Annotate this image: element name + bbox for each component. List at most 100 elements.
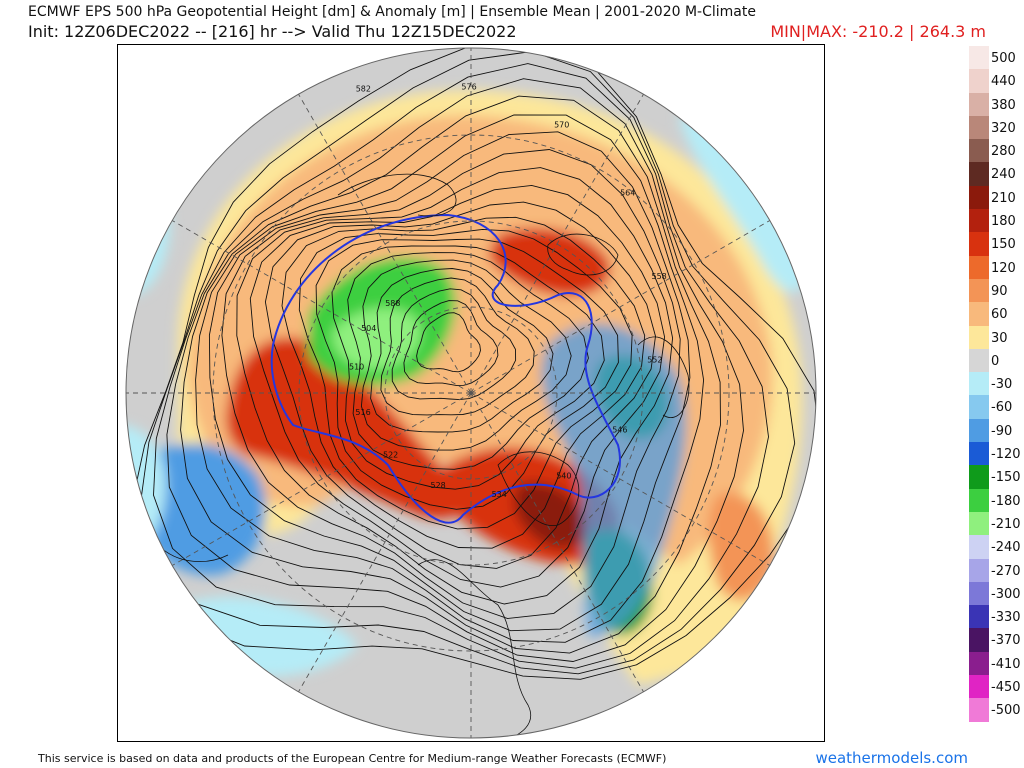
map-canvas: 582 576 570 564 558 552 546 540 534 528 522 516 510 5…: [125, 47, 817, 739]
height-contour: [298, 228, 633, 530]
colorbar-swatch: [969, 581, 989, 606]
contour-label: 528: [431, 481, 446, 490]
colorbar-label: 240: [991, 167, 1016, 183]
height-contour: [249, 184, 666, 588]
colorbar-label: 280: [991, 144, 1016, 160]
colorbar-label: 0: [991, 353, 1000, 369]
meridian-line: [159, 392, 472, 574]
anomaly-colorbar: 500 440 380 320 280 240 210 180 150 120 90 60 30 0 -30…: [969, 46, 1024, 722]
colorbar-swatch: [969, 92, 989, 116]
meridian-line: [470, 392, 652, 705]
contour-label: 552: [647, 355, 662, 364]
colorbar-label: 500: [991, 51, 1016, 66]
contour-labels: 582 576 570 564 558 552 546 540 534 528 522 516 510 5…: [349, 82, 667, 499]
contour-label: 576: [461, 82, 476, 91]
colorbar-label: -60: [991, 400, 1013, 416]
colorbar-swatch: [969, 162, 989, 186]
colorbar-swatch: [969, 209, 989, 233]
colorbar-label: 180: [991, 214, 1016, 230]
anomaly-greenland-core: [514, 482, 588, 549]
colorbar-swatch: [969, 628, 989, 652]
contour-label: 534: [492, 490, 507, 499]
colorbar-label: -90: [991, 423, 1013, 439]
meridian-line: [290, 81, 472, 394]
colorbar-entry: 0: [969, 348, 1024, 373]
colorbar-swatch: [969, 442, 989, 466]
colorbar-swatch: [969, 348, 989, 373]
anomaly-alaska-high: [226, 337, 465, 519]
contour-label: 546: [612, 425, 627, 434]
colorbar-label: 120: [991, 260, 1016, 276]
colorbar-swatch: [969, 605, 989, 629]
contour-label: 516: [355, 408, 370, 417]
colorbar-swatch: [969, 535, 989, 559]
colorbar-label: 60: [991, 307, 1008, 323]
colorbar-entry: -450: [969, 675, 1024, 699]
height-contour: [180, 95, 721, 654]
colorbar-swatch: [969, 46, 989, 70]
height-contour: [360, 259, 572, 451]
colorbar-label: -30: [991, 377, 1013, 393]
colorbar-entry: -120: [969, 442, 1024, 466]
colorbar-entry: 440: [969, 69, 1024, 93]
colorbar-label: -120: [991, 447, 1021, 463]
colorbar-swatch: [969, 488, 989, 512]
height-contour: [264, 201, 656, 569]
colorbar-swatch: [969, 651, 989, 676]
colorbar-label: -410: [991, 656, 1021, 672]
colorbar-swatch: [969, 69, 989, 93]
chart-title: ECMWF EPS 500 hPa Geopotential Height [d…: [28, 4, 756, 20]
colorbar-label: 90: [991, 283, 1008, 299]
colorbar-label: -500: [991, 703, 1021, 719]
colorbar-entry: 280: [969, 139, 1024, 163]
contour-label: 558: [652, 272, 667, 281]
anomaly-atlantic-trough: [541, 323, 687, 637]
ecmwf-attribution: This service is based on data and produc…: [38, 752, 667, 765]
height-contour: [166, 78, 744, 662]
height-contour: [315, 238, 619, 510]
colorbar-entry: 380: [969, 92, 1024, 116]
anomaly-pacific-low: [133, 443, 266, 576]
colorbar-entry: -500: [969, 698, 1024, 722]
polar-stereographic-map[interactable]: 582 576 570 564 558 552 546 540 534 528 522 516 510 5…: [117, 44, 825, 742]
anomaly-europe-high: [708, 493, 774, 601]
contour-label: 522: [383, 451, 398, 460]
height-contour: [221, 149, 681, 619]
colorbar-entry: -210: [969, 511, 1024, 536]
coastlines: [157, 173, 690, 738]
brand-link[interactable]: weathermodels.com: [815, 749, 968, 767]
meridian-line: [470, 212, 783, 394]
colorbar-entry: 240: [969, 162, 1024, 186]
height-contour: [281, 216, 646, 549]
contour-label: 504: [361, 324, 376, 333]
height-contour: [331, 245, 605, 490]
colorbar-swatch: [969, 675, 989, 699]
colorbar-swatch: [969, 139, 989, 163]
colorbar-entry: -270: [969, 558, 1024, 582]
colorbar-entry: 30: [969, 325, 1024, 349]
colorbar-label: 30: [991, 330, 1008, 346]
colorbar-swatch: [969, 698, 989, 722]
colorbar-entry: -330: [969, 605, 1024, 629]
colorbar-label: 210: [991, 190, 1016, 206]
colorbar-entry: -240: [969, 535, 1024, 559]
meridian-line: [159, 212, 472, 394]
colorbar-label: -330: [991, 610, 1021, 626]
colorbar-swatch: [969, 302, 989, 326]
height-contours: [130, 48, 816, 680]
colorbar-label: 440: [991, 74, 1016, 90]
colorbar-entry: -410: [969, 651, 1024, 676]
colorbar-swatch: [969, 278, 989, 303]
height-contour: [195, 114, 705, 643]
height-contour: [130, 48, 816, 680]
height-contour: [236, 167, 674, 605]
latitude-circle: [212, 134, 730, 652]
colorbar-entry: 120: [969, 255, 1024, 279]
colorbar-entry: -300: [969, 581, 1024, 606]
height-contour: [370, 268, 554, 433]
colorbar-swatch: [969, 558, 989, 582]
colorbar-entry: 60: [969, 302, 1024, 326]
height-contour: [380, 277, 535, 416]
colorbar-swatch: [969, 511, 989, 536]
height-contour: [416, 312, 481, 373]
